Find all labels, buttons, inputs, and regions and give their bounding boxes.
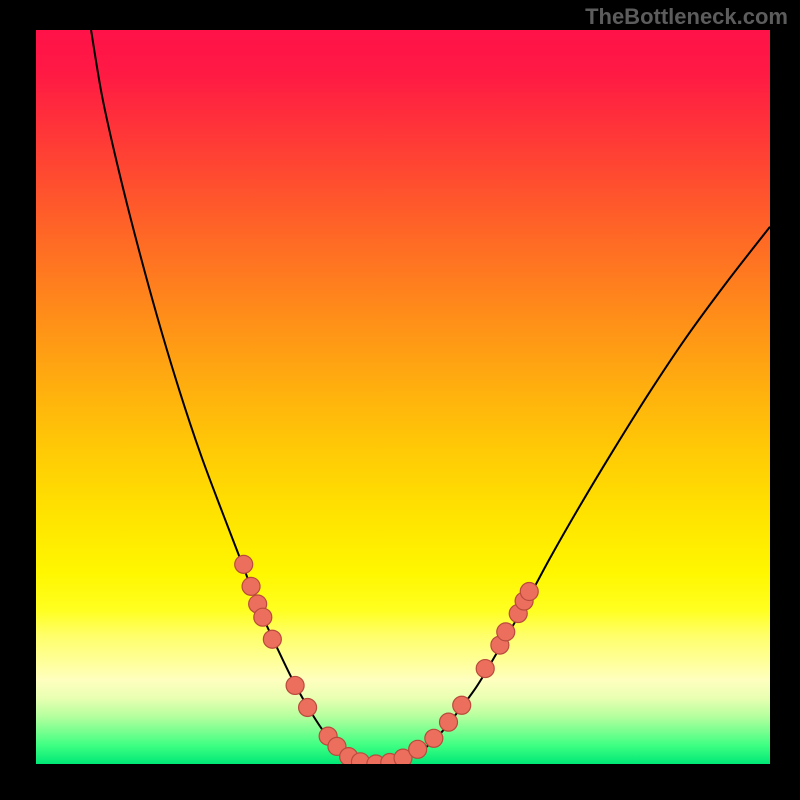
marker-point [497, 623, 515, 641]
marker-point [476, 660, 494, 678]
right-curve [374, 227, 770, 764]
marker-point [453, 696, 471, 714]
chart-svg [36, 30, 770, 764]
marker-point [299, 698, 317, 716]
plot-area [36, 30, 770, 764]
marker-point [235, 555, 253, 573]
marker-point [520, 583, 538, 601]
marker-point [286, 676, 304, 694]
watermark-text: TheBottleneck.com [585, 4, 788, 30]
left-curve [91, 30, 374, 764]
marker-point [254, 608, 272, 626]
marker-point [409, 740, 427, 758]
marker-point [242, 577, 260, 595]
marker-point [425, 729, 443, 747]
marker-point [263, 630, 281, 648]
marker-point [440, 713, 458, 731]
